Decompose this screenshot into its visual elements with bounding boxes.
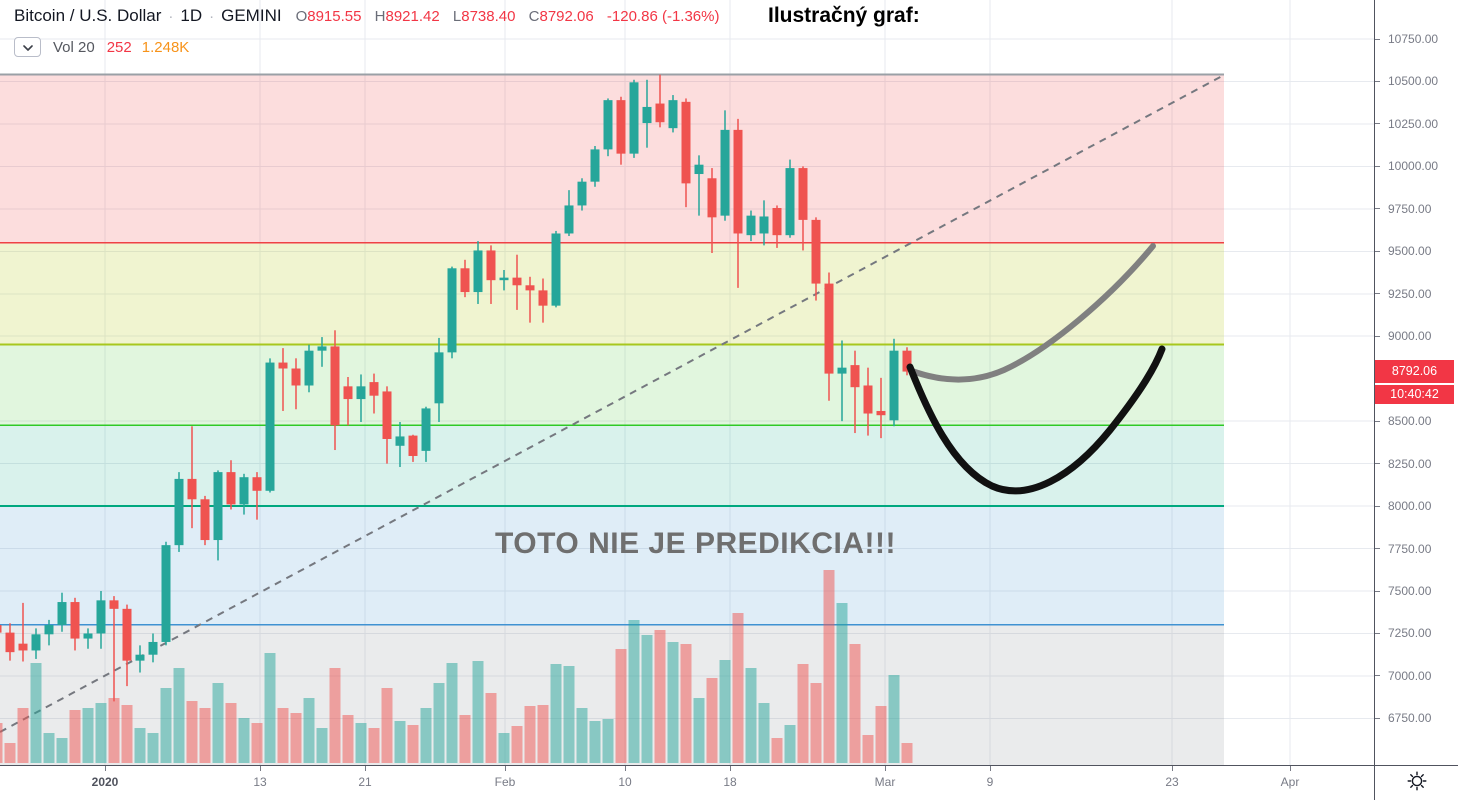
price-axis-label: 7250.00	[1388, 626, 1432, 641]
price-axis-tick	[1375, 165, 1380, 167]
time-axis-tick	[365, 766, 366, 771]
time-axis-tick	[105, 766, 106, 771]
symbol-title[interactable]: Bitcoin / U.S. Dollar	[14, 6, 162, 25]
price-axis-tick	[1375, 123, 1380, 125]
ohlc-readout: O8915.55 H8921.42 L8738.40 C8792.06 -120…	[296, 8, 720, 25]
price-axis-label: 9500.00	[1388, 244, 1432, 259]
time-axis-tick	[730, 766, 731, 771]
time-axis-label: 2020	[91, 775, 119, 789]
chart-canvas[interactable]	[0, 0, 1374, 765]
price-axis-label: 8000.00	[1388, 499, 1432, 514]
ohlc-high: H8921.42	[374, 8, 440, 25]
price-axis-tick	[1375, 250, 1380, 252]
separator-dot: ·	[209, 8, 215, 25]
time-axis-label: 10	[618, 775, 632, 789]
volume-value: 252	[106, 38, 132, 56]
price-axis-label: 7500.00	[1388, 584, 1432, 598]
time-axis[interactable]: 2020 13 21 Feb 10 18 Mar 9 23 Apr	[0, 765, 1374, 800]
price-axis-tick	[1375, 463, 1380, 465]
volume-ma-value: 1.248K	[141, 38, 190, 56]
ohlc-open: O8915.55	[295, 8, 362, 25]
price-axis-tick	[1375, 590, 1380, 592]
time-axis-tick	[260, 766, 261, 771]
separator-dot: ·	[168, 8, 174, 25]
price-axis-label: 9250.00	[1388, 286, 1432, 301]
time-axis-label: 18	[723, 775, 737, 789]
time-axis-label: Mar	[874, 775, 896, 789]
price-axis-label: 10750.00	[1388, 32, 1439, 46]
time-axis-tick	[885, 766, 886, 771]
price-axis-label: 9000.00	[1388, 329, 1432, 344]
price-axis-tick	[1375, 38, 1380, 40]
price-axis-label: 8250.00	[1388, 456, 1432, 471]
bar-countdown-tag: 10:40:42	[1375, 384, 1454, 404]
exchange-label: GEMINI	[221, 6, 282, 25]
price-axis[interactable]: 8792.06 10:40:42 10750.00 10500.00 10250.0…	[1374, 0, 1458, 765]
ohlc-close: C8792.06	[528, 8, 594, 25]
price-axis-label: 7750.00	[1388, 541, 1432, 556]
chevron-down-icon	[22, 38, 33, 56]
price-axis-tick	[1375, 208, 1380, 210]
price-axis-tick	[1375, 420, 1380, 422]
time-axis-label: 9	[986, 775, 994, 789]
annotation-text: TOTO NIE JE PREDIKCIA!!!	[495, 527, 896, 560]
symbol-header: Bitcoin / U.S. Dollar · 1D · GEMINI O891…	[14, 6, 719, 30]
price-axis-tick	[1375, 335, 1380, 337]
interval-label[interactable]: 1D	[180, 6, 203, 25]
price-axis-tick	[1375, 80, 1380, 82]
price-axis-tick	[1375, 675, 1380, 677]
indicator-legend: Vol 20 252 1.248K	[14, 36, 189, 58]
price-axis-tick	[1375, 717, 1380, 719]
time-axis-tick	[625, 766, 626, 771]
time-axis-label: 21	[358, 775, 372, 789]
price-axis-label: 10500.00	[1388, 74, 1439, 89]
axis-settings-button[interactable]	[1374, 765, 1458, 800]
price-axis-label: 6750.00	[1388, 711, 1432, 726]
time-axis-label: Apr	[1280, 775, 1300, 789]
illustration-note: Ilustračný graf:	[768, 4, 920, 27]
price-axis-label: 7000.00	[1388, 668, 1432, 683]
price-axis-tick	[1375, 632, 1380, 634]
change-readout: -120.86 (-1.36%)	[606, 8, 720, 25]
price-axis-label: 10000.00	[1388, 159, 1439, 174]
time-axis-tick	[505, 766, 506, 771]
time-axis-tick	[990, 766, 991, 771]
indicator-collapse-button[interactable]	[14, 37, 41, 57]
time-axis-label: Feb	[494, 775, 516, 789]
current-price-tag: 8792.06	[1375, 359, 1454, 383]
time-axis-tick	[1290, 766, 1291, 771]
price-axis-label: 8500.00	[1388, 414, 1432, 429]
ohlc-low: L8738.40	[452, 8, 516, 25]
time-axis-label: 13	[253, 775, 267, 789]
price-axis-tick	[1375, 548, 1380, 550]
price-axis-label: 10250.00	[1388, 116, 1439, 131]
volume-indicator-label[interactable]: Vol 20	[53, 38, 95, 56]
price-axis-tick	[1375, 505, 1380, 507]
time-axis-label: 23	[1165, 775, 1179, 789]
settings-gear-icon	[1406, 770, 1428, 797]
time-axis-tick	[1172, 766, 1173, 771]
price-axis-label: 9750.00	[1388, 201, 1432, 216]
price-axis-tick	[1375, 293, 1380, 295]
